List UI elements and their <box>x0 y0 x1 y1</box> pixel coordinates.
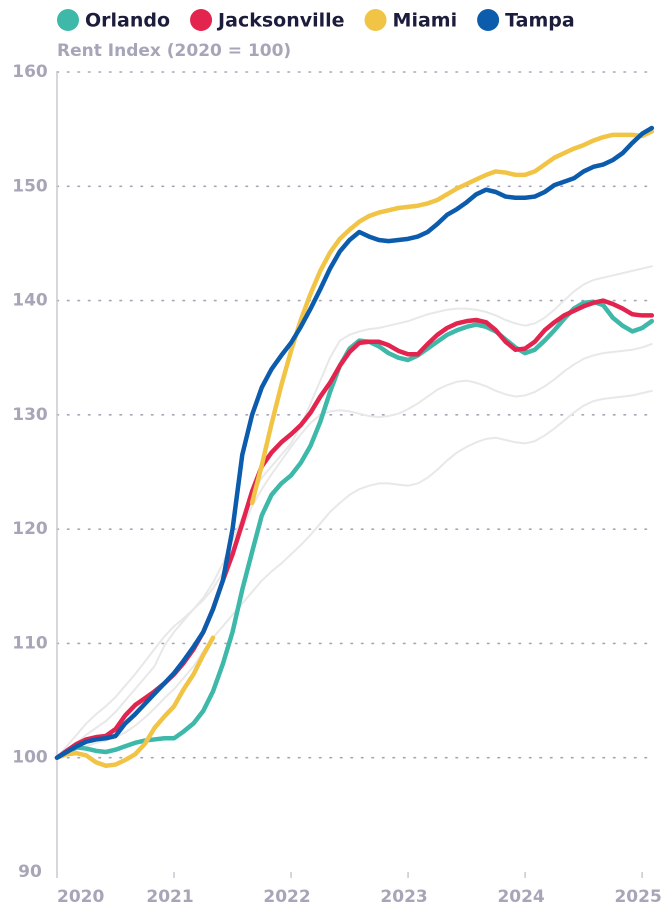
y-tick-label: 140 <box>12 291 48 311</box>
series-lines <box>54 125 655 768</box>
background-line <box>56 389 653 759</box>
y-tick-label: 90 <box>18 862 42 882</box>
legend-label: Miami <box>393 10 458 32</box>
x-tick-label: 2023 <box>380 887 427 907</box>
x-tick-label: 2022 <box>263 887 310 907</box>
x-tick-label: 2021 <box>146 887 193 907</box>
y-tick-label: 110 <box>12 633 48 653</box>
legend-swatch <box>57 9 79 31</box>
legend-swatch <box>477 9 500 31</box>
legend-label: Orlando <box>85 10 170 32</box>
x-tick-label: 2025 <box>614 887 661 907</box>
y-tick-label: 100 <box>12 748 48 768</box>
x-tick-label: 2020 <box>57 887 104 907</box>
y-axis-title: Rent Index (2020 = 100) <box>57 41 291 61</box>
y-tick-label: 120 <box>12 519 48 539</box>
series-line <box>54 129 655 768</box>
y-tick-label: 160 <box>12 62 48 82</box>
background-line <box>56 343 653 759</box>
legend-swatch <box>190 9 213 31</box>
legend-label: Jacksonville <box>216 10 345 32</box>
legend-swatch <box>364 9 387 31</box>
background-lines <box>56 265 653 759</box>
y-tick-label: 150 <box>12 176 48 196</box>
legend: Orlando Jacksonville Miami Tampa <box>57 9 575 32</box>
series-line <box>54 125 655 760</box>
x-tick-label: 2024 <box>497 887 544 907</box>
legend-label: Tampa <box>505 10 575 32</box>
y-tick-label: 130 <box>12 405 48 425</box>
background-line <box>56 265 653 759</box>
grid: 90 100 110 120 130 140 150 160 2020 2021 2022 2023 2… <box>12 62 662 907</box>
